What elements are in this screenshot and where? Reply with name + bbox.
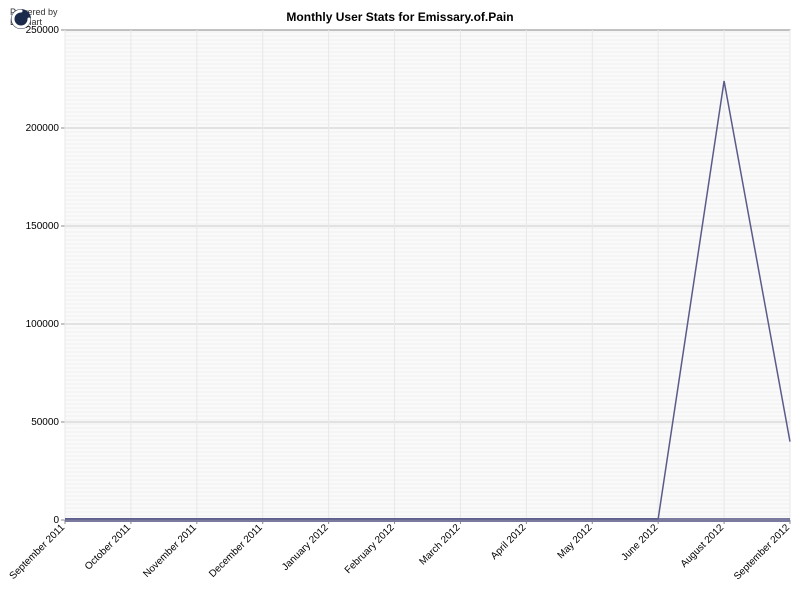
x-tick-label: February 2012 — [343, 522, 397, 576]
y-tick-label: 150000 — [26, 221, 60, 232]
x-tick-label: March 2012 — [417, 522, 462, 567]
x-tick-label: April 2012 — [489, 522, 529, 562]
x-tick-label: October 2011 — [83, 522, 133, 572]
y-axis-ticks: 050000100000150000200000250000 — [26, 25, 60, 526]
chart-canvas: 050000100000150000200000250000September … — [0, 0, 800, 600]
x-tick-label: January 2012 — [280, 522, 331, 573]
y-tick-label: 250000 — [26, 25, 60, 36]
x-tick-label: May 2012 — [556, 522, 595, 561]
x-tick-label: November 2011 — [141, 522, 199, 580]
x-tick-label: June 2012 — [619, 522, 660, 563]
y-tick-label: 200000 — [26, 123, 60, 134]
x-tick-label: December 2011 — [207, 522, 265, 580]
x-axis-ticks: September 2011 October 2011November 2011D… — [8, 522, 793, 582]
y-tick-label: 100000 — [26, 319, 60, 330]
y-tick-label: 50000 — [31, 417, 59, 428]
x-tick-label: September 2012 — [732, 522, 792, 582]
x-tick-label: August 2012 — [679, 522, 727, 570]
x-tick-label: September 2011 — [8, 522, 68, 582]
